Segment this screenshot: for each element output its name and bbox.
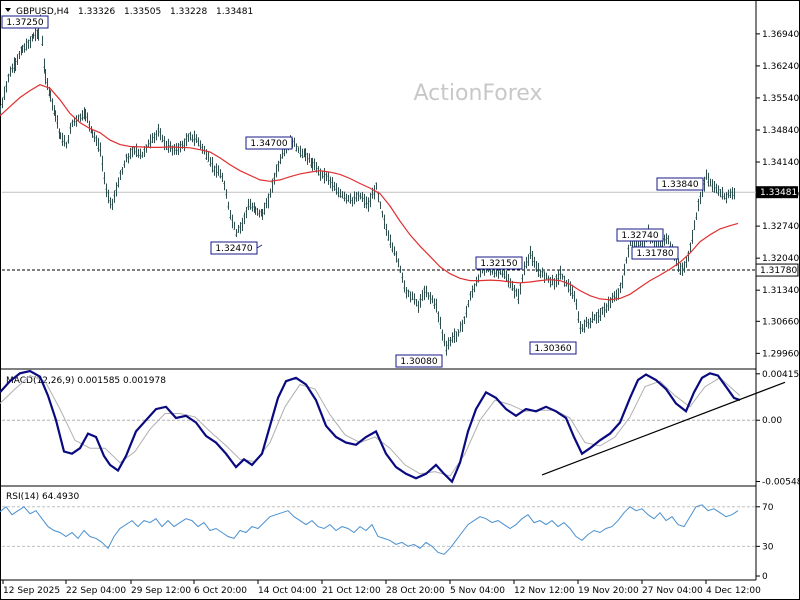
price-tick-label: 1.32740 bbox=[762, 222, 799, 232]
price-label-text: 1.32150 bbox=[480, 259, 517, 269]
price-label-text: 1.37250 bbox=[6, 18, 43, 28]
current-price-tag bbox=[756, 186, 798, 199]
price-label-box bbox=[245, 136, 293, 150]
time-tick-label: 12 Sep 2025 bbox=[3, 586, 60, 596]
rsi-label: RSI(14) 64.4930 bbox=[6, 492, 79, 502]
time-tick-label: 27 Nov 04:00 bbox=[642, 586, 703, 596]
ohlc-value: 1.33505 bbox=[124, 7, 161, 17]
price-label-text: 1.32470 bbox=[215, 244, 252, 254]
time-tick-label: 28 Oct 20:00 bbox=[386, 586, 445, 596]
macd-tick-label: 0.004159 bbox=[762, 370, 800, 380]
price-label-box bbox=[656, 177, 704, 191]
chart-dropdown-icon[interactable] bbox=[5, 8, 11, 12]
price-tick-label: 1.36940 bbox=[762, 30, 799, 40]
price-tick-label: 1.31340 bbox=[762, 286, 799, 296]
price-label-box bbox=[1, 15, 49, 29]
price-tick-label: 1.35540 bbox=[762, 94, 799, 104]
time-tick-label: 5 Nov 04:00 bbox=[450, 586, 505, 596]
price-label-text: 1.31780 bbox=[636, 249, 673, 259]
time-tick-label: 29 Sep 12:00 bbox=[131, 586, 191, 596]
macd-label: MACD(12,26,9) 0.001585 0.001978 bbox=[6, 376, 166, 386]
support-price-label: 1.31780 bbox=[760, 266, 797, 276]
price-label-box bbox=[616, 228, 664, 242]
rsi-tick-label: 30 bbox=[762, 542, 774, 552]
watermark-logo: ActionForex bbox=[414, 81, 543, 106]
time-tick-label: 6 Oct 20:00 bbox=[194, 586, 247, 596]
price-label-box bbox=[395, 354, 443, 368]
current-price-label: 1.33481 bbox=[760, 188, 797, 198]
price-tick-label: 1.34840 bbox=[762, 126, 799, 136]
price-tick-label: 1.29960 bbox=[762, 349, 799, 359]
ohlc-value: 1.33326 bbox=[78, 7, 115, 17]
time-tick-label: 19 Nov 20:00 bbox=[578, 586, 639, 596]
price-label-box bbox=[210, 241, 258, 255]
time-tick-label: 4 Dec 12:00 bbox=[706, 586, 761, 596]
price-tick-label: 1.32040 bbox=[762, 254, 799, 264]
time-tick-label: 14 Oct 04:00 bbox=[258, 586, 317, 596]
time-tick-label: 12 Nov 12:00 bbox=[514, 586, 575, 596]
ohlc-value: 1.33228 bbox=[170, 7, 207, 17]
price-label-connector bbox=[256, 244, 263, 249]
price-label-box bbox=[475, 256, 523, 270]
macd-tick-label: -0.005485 bbox=[762, 477, 800, 487]
rsi-tick-label: 70 bbox=[762, 503, 774, 513]
macd-trendline bbox=[541, 381, 786, 476]
rsi-line bbox=[0, 504, 739, 555]
chart-symbol: GBPUSD,H4 bbox=[16, 7, 69, 17]
price-label-text: 1.33840 bbox=[661, 180, 698, 190]
price-label-text: 1.32740 bbox=[621, 231, 658, 241]
support-price-tag bbox=[755, 263, 799, 277]
price-label-text: 1.34700 bbox=[250, 139, 287, 149]
price-tick-label: 1.30660 bbox=[762, 317, 799, 327]
time-tick-label: 21 Oct 12:00 bbox=[322, 586, 381, 596]
moving-average-line bbox=[0, 84, 739, 301]
price-label-text: 1.30360 bbox=[534, 344, 571, 354]
price-tick-label: 1.34140 bbox=[762, 158, 799, 168]
price-label-box bbox=[631, 246, 679, 260]
ohlc-value: 1.33481 bbox=[216, 7, 253, 17]
price-label-text: 1.30080 bbox=[400, 357, 437, 367]
macd-line bbox=[0, 369, 741, 484]
rsi-tick-label: 0 bbox=[762, 572, 768, 582]
macd-tick-label: 0.00 bbox=[762, 416, 782, 426]
price-tick-label: 1.36240 bbox=[762, 62, 799, 72]
time-tick-label: 22 Sep 04:00 bbox=[66, 586, 126, 596]
price-label-box bbox=[529, 341, 577, 355]
